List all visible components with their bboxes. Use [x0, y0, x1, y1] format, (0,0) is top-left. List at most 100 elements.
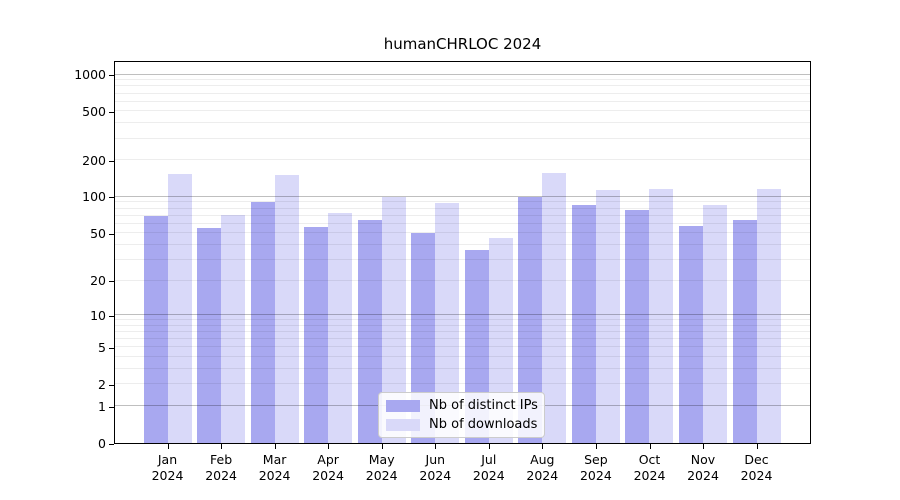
x-tick-mark	[328, 444, 330, 449]
legend-swatch-distinct-ips	[386, 399, 420, 412]
y-tick-mark	[109, 315, 114, 317]
bar-downloads-aug	[542, 173, 567, 443]
bar-ips-nov	[679, 226, 703, 443]
gridline	[115, 100, 810, 102]
gridline	[115, 338, 810, 340]
x-tick-mark	[167, 444, 169, 449]
x-tick-mark	[435, 444, 437, 449]
x-tick-label: May 2024	[365, 452, 398, 483]
x-tick-mark	[542, 444, 544, 449]
y-tick-label: 10	[90, 307, 106, 323]
x-tick-label: Oct 2024	[633, 452, 666, 483]
x-tick-mark	[274, 444, 276, 449]
bar-downloads-dec	[756, 189, 781, 443]
gridline	[115, 356, 810, 358]
legend-label: Nb of distinct IPs	[429, 398, 538, 413]
bar-downloads-nov	[703, 204, 727, 443]
bar-ips-may	[357, 219, 382, 443]
legend-entry-downloads: Nb of downloads	[386, 417, 538, 433]
x-tick-label: Sep 2024	[579, 452, 612, 483]
x-tick-label: Jul 2024	[472, 452, 505, 483]
plot-area	[114, 61, 811, 444]
bar-downloads-mar	[274, 174, 299, 443]
gridline	[115, 222, 810, 224]
x-tick-mark	[756, 444, 758, 449]
gridline	[115, 207, 810, 209]
bar-downloads-jan	[167, 173, 192, 443]
x-tick-label: Apr 2024	[312, 452, 344, 483]
gridline	[115, 79, 810, 81]
gridline	[115, 92, 810, 94]
gridline	[115, 110, 810, 112]
bar-ips-sep	[571, 204, 596, 443]
bar-downloads-feb	[221, 214, 246, 443]
bar-downloads-sep	[595, 189, 620, 443]
x-tick-label: Mar 2024	[258, 452, 291, 483]
gridline	[115, 383, 810, 385]
gridline	[115, 319, 810, 321]
gridline	[115, 122, 810, 124]
x-tick-mark	[488, 444, 490, 449]
x-tick-mark	[649, 444, 651, 449]
bar-ips-mar	[250, 202, 275, 443]
gridline	[115, 279, 810, 281]
gridline	[115, 159, 810, 161]
gridline	[115, 243, 810, 245]
y-tick-mark	[109, 384, 114, 387]
gridline	[115, 195, 810, 197]
y-tick-label: 100	[82, 189, 106, 205]
x-tick-mark	[381, 444, 383, 449]
gridline	[115, 324, 810, 326]
gridline	[115, 258, 810, 260]
y-tick-label: 500	[82, 103, 106, 119]
bar-ips-jan	[143, 215, 168, 443]
legend-label: Nb of downloads	[429, 417, 538, 432]
gridline	[115, 368, 810, 370]
legend-swatch-downloads	[386, 418, 420, 431]
x-tick-mark	[703, 444, 705, 449]
x-tick-label: Jan 2024	[151, 452, 184, 483]
y-tick-label: 0	[98, 435, 106, 451]
x-tick-label: Feb 2024	[205, 452, 237, 483]
y-tick-label: 1	[98, 398, 106, 414]
bar-downloads-apr	[328, 213, 353, 443]
bar-ips-apr	[304, 227, 329, 443]
x-tick-mark	[595, 444, 598, 449]
y-tick-mark	[109, 347, 114, 350]
bar-ips-dec	[732, 220, 757, 443]
legend: Nb of distinct IPs Nb of downloads	[378, 392, 545, 438]
gridline	[115, 232, 810, 234]
y-tick-mark	[109, 197, 114, 199]
x-tick-label: Jun 2024	[419, 452, 452, 483]
bar-ips-oct	[625, 209, 650, 443]
y-tick-label: 1000	[74, 67, 106, 82]
gridline	[115, 137, 810, 139]
gridline	[115, 346, 810, 348]
bar-downloads-oct	[649, 189, 674, 443]
gridline	[115, 331, 810, 333]
legend-entry-distinct-ips: Nb of distinct IPs	[386, 398, 538, 414]
y-tick-label: 50	[90, 225, 106, 241]
y-tick-label: 2	[98, 376, 106, 392]
y-tick-mark	[109, 233, 114, 235]
y-tick-label: 5	[98, 339, 106, 355]
y-tick-label: 200	[82, 152, 106, 168]
bar-ips-feb	[197, 228, 222, 443]
x-tick-label: Dec 2024	[740, 452, 773, 483]
gridline	[115, 314, 810, 316]
y-tick-mark	[109, 160, 114, 162]
y-tick-mark	[109, 75, 114, 77]
x-tick-label: Nov 2024	[687, 452, 719, 483]
x-tick-mark	[221, 444, 223, 449]
gridline	[115, 201, 810, 203]
y-tick-mark	[109, 111, 114, 114]
x-tick-label: Aug 2024	[526, 452, 559, 483]
gridline	[115, 73, 810, 75]
y-tick-mark	[109, 406, 114, 408]
chart-title: humanCHRLOC 2024	[383, 35, 542, 53]
y-tick-mark	[109, 281, 114, 283]
y-tick-mark	[109, 443, 114, 445]
gridline	[115, 214, 810, 216]
y-tick-label: 20	[90, 273, 106, 289]
